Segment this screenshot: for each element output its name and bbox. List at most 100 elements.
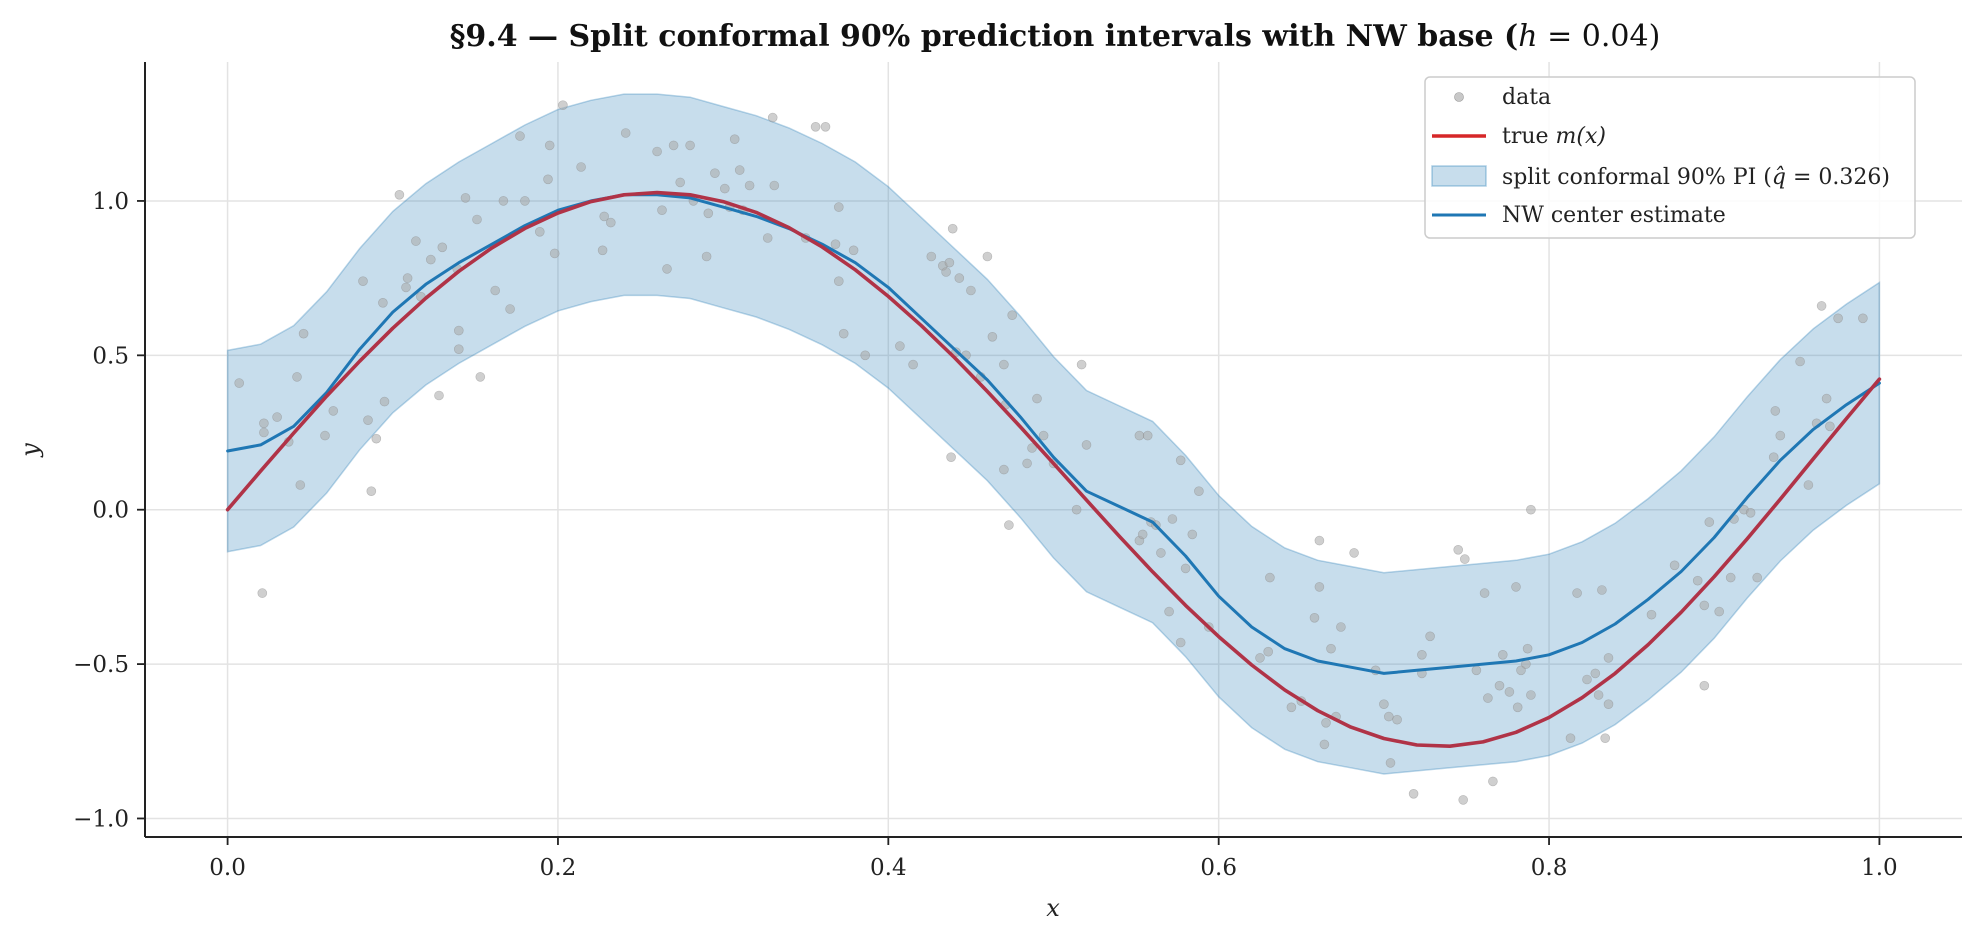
- data-point: [1027, 443, 1037, 453]
- legend-label-pi: split conformal 90% PI (q̂ = 0.326): [1502, 165, 1890, 190]
- data-point: [668, 140, 679, 151]
- data-point: [272, 412, 282, 422]
- chart-title: §9.4 — Split conformal 90% prediction in…: [450, 19, 1661, 54]
- data-point: [662, 264, 672, 274]
- data-point: [1692, 575, 1703, 586]
- data-point: [1460, 554, 1470, 564]
- x-tick-label: 1.0: [1861, 855, 1898, 881]
- y-axis-label: y: [16, 443, 44, 458]
- data-point: [1600, 733, 1610, 744]
- data-point: [982, 251, 993, 262]
- data-point: [498, 196, 509, 206]
- nw-center-line: [226, 193, 1881, 675]
- data-point: [719, 183, 730, 194]
- data-point: [257, 588, 268, 598]
- data-point: [810, 122, 821, 132]
- data-point: [437, 242, 448, 253]
- data-point: [675, 177, 686, 188]
- data-point: [1603, 699, 1614, 710]
- data-point: [234, 378, 244, 388]
- y-tick-label: 0.5: [92, 343, 129, 369]
- data-point: [1175, 455, 1186, 466]
- data-point: [1384, 711, 1394, 722]
- data-point: [860, 350, 871, 361]
- x-ticks: 0.0 0.2 0.4 0.6 0.8 1.0: [209, 837, 1898, 881]
- data-point: [1825, 421, 1835, 432]
- data-point: [1453, 544, 1463, 555]
- x-tick-label: 0.2: [540, 855, 577, 881]
- data-point: [298, 328, 309, 339]
- data-point: [1526, 504, 1536, 515]
- data-point: [1775, 430, 1786, 441]
- data-point: [1137, 529, 1148, 540]
- data-point: [1590, 668, 1601, 679]
- data-point: [734, 165, 745, 175]
- data-point: [1309, 612, 1320, 623]
- data-point: [378, 297, 388, 308]
- data-point: [946, 452, 956, 463]
- data-point: [1597, 585, 1607, 595]
- legend-label-nw: NW center estimate: [1502, 203, 1726, 228]
- data-point: [1379, 699, 1389, 710]
- data-point: [520, 196, 530, 206]
- data-point: [1385, 758, 1396, 768]
- data-point: [1076, 359, 1087, 370]
- data-point: [1164, 606, 1174, 617]
- data-point: [453, 325, 464, 336]
- data-point: [576, 162, 586, 172]
- data-point: [1471, 665, 1482, 676]
- data-point: [475, 372, 486, 382]
- legend-frame: [1424, 76, 1916, 239]
- data-point: [769, 180, 780, 191]
- data-point: [1081, 440, 1092, 450]
- data-point: [838, 328, 849, 339]
- x-tick-label: 0.8: [1531, 855, 1568, 881]
- data-point: [1752, 572, 1762, 583]
- data-point: [292, 372, 302, 382]
- data-point: [1038, 430, 1049, 441]
- data-point: [1745, 507, 1756, 518]
- data-point: [1593, 690, 1604, 700]
- data-point: [1156, 548, 1166, 558]
- data-point: [767, 112, 778, 123]
- data-point: [597, 245, 608, 256]
- data-point: [954, 273, 965, 283]
- data-point: [1425, 631, 1435, 642]
- x-axis-label: x: [1046, 894, 1060, 922]
- data-point: [453, 344, 464, 355]
- data-point: [1803, 480, 1814, 490]
- data-point: [411, 236, 421, 246]
- data-point: [1032, 393, 1042, 404]
- data-point: [762, 233, 773, 243]
- data-point: [320, 430, 330, 441]
- data-point: [1167, 514, 1178, 524]
- data-point: [703, 208, 714, 219]
- data-point: [1858, 313, 1868, 324]
- true-m-line: [225, 190, 1882, 748]
- data-point: [1263, 646, 1273, 657]
- data-point: [1071, 504, 1082, 515]
- data-point: [1504, 687, 1515, 697]
- data-point: [543, 174, 553, 185]
- data-point: [820, 122, 831, 132]
- y-tick-label: 0.0: [92, 498, 129, 524]
- data-point: [941, 267, 951, 277]
- data-point: [1494, 680, 1505, 691]
- data-point: [966, 285, 976, 296]
- prediction-interval-band: [226, 93, 1881, 775]
- data-point: [544, 140, 555, 151]
- data-point: [1134, 430, 1145, 441]
- data-point: [710, 168, 720, 178]
- data-point: [402, 273, 413, 283]
- data-point: [1511, 582, 1521, 592]
- data-point: [1180, 563, 1191, 574]
- data-point: [1392, 714, 1402, 725]
- data-point: [701, 251, 712, 262]
- data-point: [1458, 795, 1468, 805]
- data-point: [328, 406, 339, 416]
- y-ticks: −1.0 −0.5 0.0 0.5 1.0: [73, 189, 145, 832]
- data-point: [1572, 588, 1582, 598]
- legend-data-marker: [1454, 92, 1464, 102]
- data-point: [1768, 452, 1779, 463]
- data-point: [1646, 609, 1657, 620]
